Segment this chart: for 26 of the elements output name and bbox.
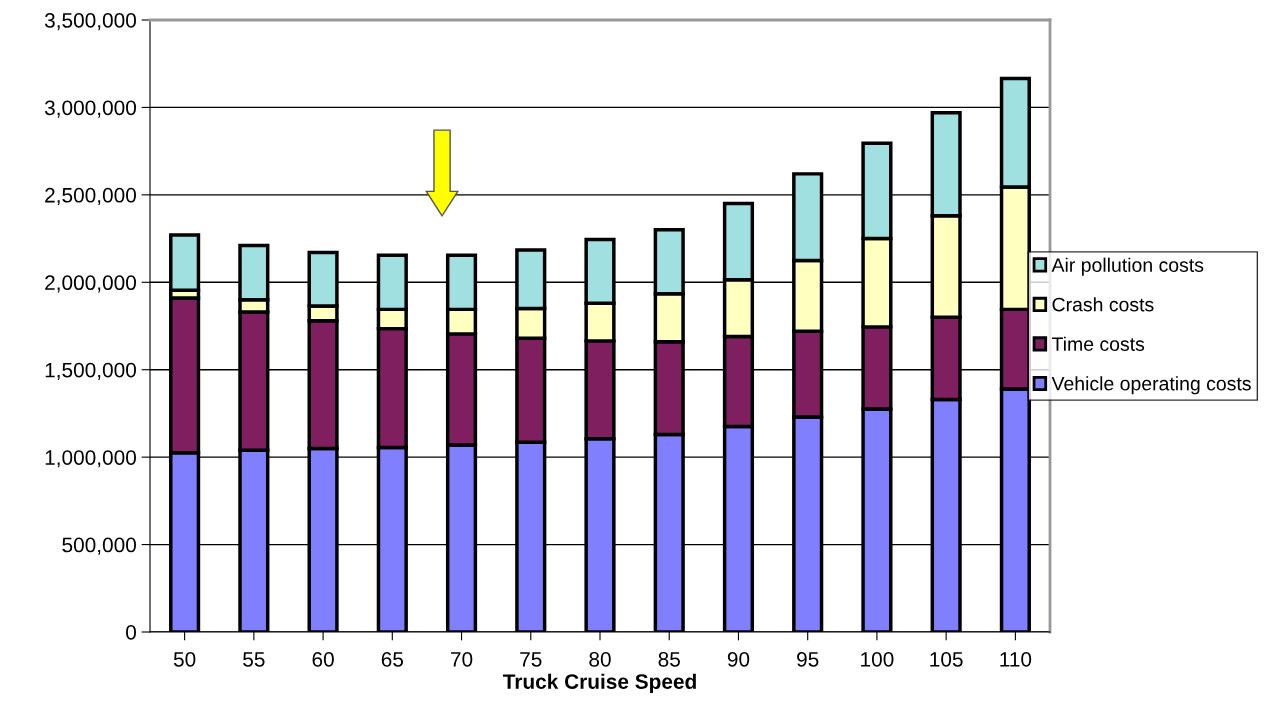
x-tick-label: 55 xyxy=(243,652,265,667)
x-tick-label: 105 xyxy=(930,651,963,667)
x-tick-label: 75 xyxy=(520,652,542,667)
x-tick-label: 110 xyxy=(1000,651,1032,667)
y-tick-label: 3,000,000 xyxy=(44,100,136,118)
x-tick-label: 70 xyxy=(451,651,473,667)
y-tick-label: 0 xyxy=(126,625,136,640)
y-tick-label: 1,500,000 xyxy=(45,362,136,380)
x-tick-label: 95 xyxy=(797,651,819,667)
y-tick-label: 500,000 xyxy=(62,537,136,555)
x-tick-label: 85 xyxy=(658,651,680,667)
x-axis-title: Truck Cruise Speed xyxy=(502,673,696,694)
x-tick-label: 90 xyxy=(727,651,750,667)
x-tick-label: 100 xyxy=(861,651,894,667)
legend-label: Time costs xyxy=(1051,336,1145,351)
x-tick-label: 65 xyxy=(381,651,404,667)
legend-label: Vehicle operating costs xyxy=(1051,376,1251,395)
x-tick-label: 50 xyxy=(173,651,196,667)
y-tick-label: 3,500,000 xyxy=(44,13,136,31)
legend-label: Air pollution costs xyxy=(1051,257,1204,276)
legend-label: Crash costs xyxy=(1052,297,1154,312)
y-tick-label: 2,000,000 xyxy=(45,275,136,293)
y-tick-label: 2,500,000 xyxy=(45,187,136,206)
y-tick-label: 1,000,000 xyxy=(45,450,136,468)
x-tick-label: 80 xyxy=(589,651,611,667)
x-tick-label: 60 xyxy=(312,651,334,667)
